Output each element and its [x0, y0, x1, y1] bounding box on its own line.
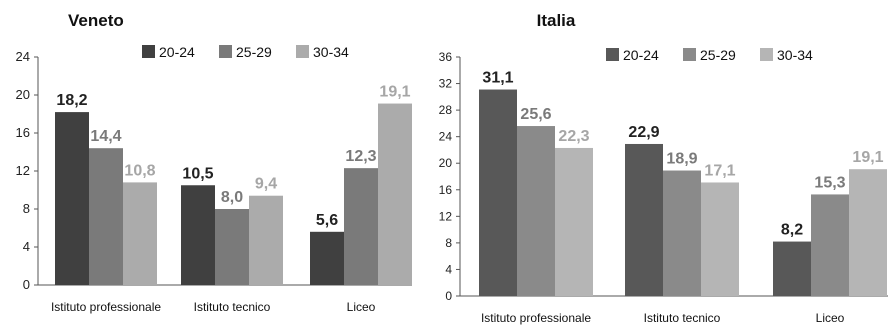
y-tick-label: 24 [16, 49, 30, 64]
bar [181, 185, 215, 285]
data-label: 22,9 [628, 124, 659, 141]
category-label: Istituto tecnico [194, 300, 271, 314]
bar [701, 182, 739, 296]
data-label: 8,2 [781, 222, 803, 239]
y-tick-label: 32 [439, 77, 453, 91]
category-label: Istituto tecnico [644, 311, 721, 325]
legend-label: 25-29 [700, 47, 736, 63]
data-label: 31,1 [482, 70, 513, 87]
chart-veneto: Veneto 0 4 8 12 16 20 24 18,2 14,410,8 Istituto pr… [16, 11, 412, 314]
bar [55, 112, 89, 285]
chart-title: Veneto [68, 11, 124, 30]
data-label: 18,2 [56, 92, 87, 109]
category-label: Istituto professionale [481, 311, 591, 325]
data-label: 19,1 [379, 84, 410, 101]
bar [625, 143, 663, 296]
legend-label: 30-34 [777, 47, 813, 63]
data-label: 19,1 [852, 149, 883, 166]
bar [215, 209, 249, 285]
y-tick-label: 0 [23, 277, 30, 292]
y-tick-label: 24 [439, 130, 453, 144]
y-tick-label: 20 [16, 87, 30, 102]
chart-title: Italia [537, 11, 576, 30]
data-label: 18,9 [666, 151, 697, 168]
y-tick-label: 8 [23, 201, 30, 216]
category-label: Liceo [816, 311, 845, 325]
category-label: Liceo [347, 300, 376, 314]
y-tick-label: 16 [439, 183, 453, 197]
bar [249, 195, 283, 285]
legend-swatch [142, 45, 155, 58]
bar [773, 241, 811, 296]
bar [344, 168, 378, 285]
y-tick-label: 16 [16, 125, 30, 140]
data-label: 17,1 [704, 162, 735, 179]
legend-swatch [760, 48, 773, 61]
y-tick-label: 0 [445, 289, 452, 303]
y-tick-label: 4 [445, 262, 452, 276]
chart-italia: Italia 0 4 8 12 16 20 24 28 32 36 31,1 25,6 22,3 Istit… [439, 11, 888, 325]
legend-label: 25-29 [236, 44, 272, 60]
data-label: 14,4 [90, 128, 121, 145]
legend-swatch [296, 45, 309, 58]
y-tick-label: 36 [439, 50, 453, 64]
y-tick-label: 20 [439, 156, 453, 170]
legend-label: 20-24 [623, 47, 659, 63]
data-label: 12,3 [345, 148, 376, 165]
bar [378, 103, 412, 285]
legend-label: 30-34 [313, 44, 349, 60]
data-label: 10,8 [124, 162, 155, 179]
bar [849, 169, 887, 296]
y-tick-label: 4 [23, 239, 30, 254]
y-tick-label: 12 [16, 163, 30, 178]
y-tick-label: 12 [439, 209, 453, 223]
y-tick-label: 28 [439, 103, 453, 117]
bar [811, 194, 849, 296]
bar [555, 147, 593, 296]
data-label: 8,0 [221, 189, 243, 206]
data-label: 25,6 [520, 106, 551, 123]
data-label: 15,3 [814, 174, 845, 191]
legend-label: 20-24 [159, 44, 195, 60]
bar [89, 148, 123, 285]
legend-swatch [219, 45, 232, 58]
legend-swatch [683, 48, 696, 61]
bar [310, 231, 344, 285]
bar [123, 182, 157, 285]
category-label: Istituto professionale [51, 300, 161, 314]
bar [517, 126, 555, 297]
data-label: 5,6 [316, 212, 338, 229]
data-label: 22,3 [558, 128, 589, 145]
data-label: 9,4 [255, 176, 277, 193]
bar [663, 170, 701, 296]
data-label: 10,5 [182, 165, 213, 182]
legend-swatch [606, 48, 619, 61]
y-tick-label: 8 [445, 236, 452, 250]
bar [479, 89, 517, 297]
